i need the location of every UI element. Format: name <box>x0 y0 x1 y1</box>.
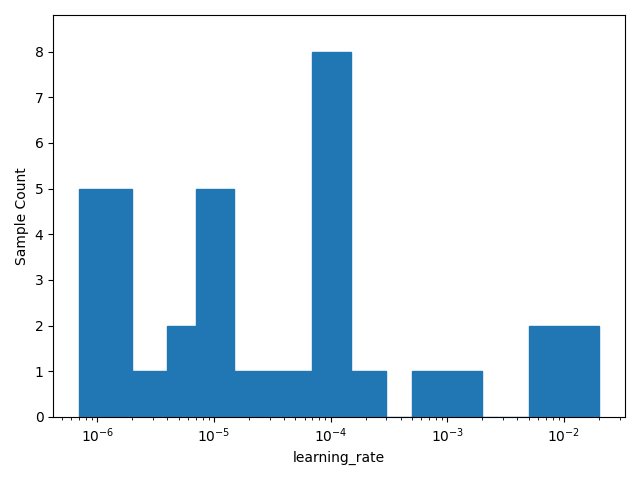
Bar <box>351 372 386 417</box>
Bar <box>132 372 168 417</box>
Bar <box>412 372 483 417</box>
Bar <box>196 189 234 417</box>
Bar <box>312 51 351 417</box>
Bar <box>234 372 269 417</box>
X-axis label: learning_rate: learning_rate <box>293 451 385 465</box>
Y-axis label: Sample Count: Sample Count <box>15 167 29 265</box>
Bar <box>168 325 196 417</box>
Bar <box>269 372 312 417</box>
Bar <box>529 325 599 417</box>
Bar <box>79 189 132 417</box>
